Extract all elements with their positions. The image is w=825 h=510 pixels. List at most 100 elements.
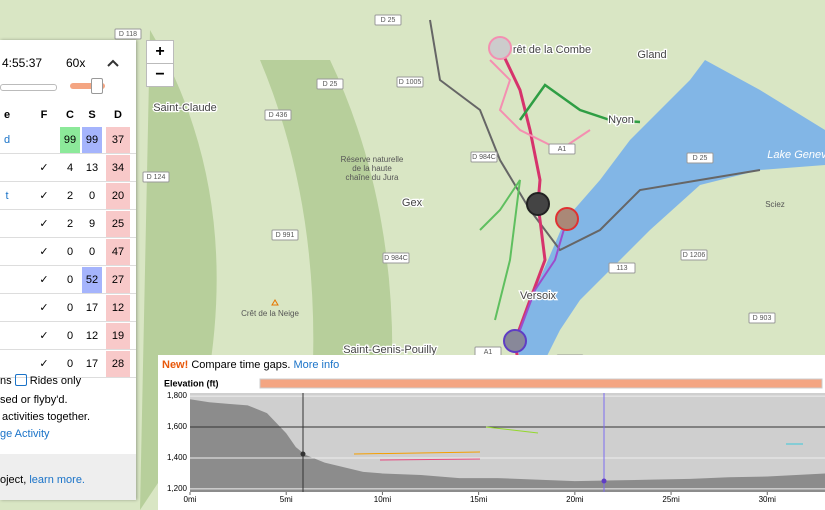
place-label: chaîne du Jura [346,173,399,182]
table-row: t ✓ 2 0 20 [0,183,136,210]
header-cell: S [88,109,96,121]
athlete-name [0,323,14,349]
road-shield [142,171,170,183]
header-cell: e [3,109,11,121]
zoom-in[interactable]: + [146,40,174,64]
avatar[interactable] [526,192,550,216]
road-label: D 984C [384,255,408,262]
option-label: Rides only [29,375,82,387]
cell: 34 [106,155,130,181]
range-slider[interactable] [259,378,823,389]
avatar[interactable] [503,329,527,353]
table-row: ✓ 0 12 19 [0,323,136,350]
table-row: ✓ 2 9 25 [0,211,136,238]
cell: ✓ [39,162,49,174]
place-label: rêt de la Combe [513,44,591,56]
place-label: Nyon [608,114,634,126]
place-label: Saint-Claude [153,102,217,114]
road-label: D 25 [693,155,708,162]
avatar[interactable] [555,207,579,231]
road-shield [548,143,576,155]
road-shield [271,229,299,241]
banner-text: Compare time gaps. [188,359,294,371]
place-label: Versoix [520,290,557,302]
table-row: ✓ 4 13 34 [0,155,136,182]
athlete-name: d [3,134,11,146]
road-shield [608,262,636,274]
cell: 0 [66,358,74,370]
footer-text: oject, [0,474,30,486]
athlete-name [0,155,14,181]
option: ns Rides only [0,374,81,387]
cell: 0 [66,330,74,342]
speed-slider[interactable] [70,83,105,89]
cell: 99 [60,127,80,153]
road-shield [686,152,714,164]
road-shield [374,14,402,26]
note: activities together. [2,411,91,423]
athlete-name [0,295,14,321]
route [519,218,568,331]
road-label: A1 [558,146,567,153]
avatar[interactable] [488,36,512,60]
elevation-panel: New! Compare time gaps. More info Elevat… [158,355,825,510]
cell: ✓ [39,274,49,286]
cell: 17 [85,302,99,314]
y-tick-label: 1,400 [167,453,188,462]
border [429,19,761,252]
athlete-name [0,239,14,265]
cell: 37 [106,127,130,153]
progress[interactable] [0,84,57,91]
checkbox[interactable] [14,374,27,386]
cell: 28 [106,351,130,377]
cell: ✓ [39,358,49,370]
cursor-dot [300,451,306,457]
table-row: ✓ 0 17 12 [0,295,136,322]
place-label: Sciez [765,200,785,209]
place-label: Lake Geneva [767,149,825,161]
cell: 99 [82,127,102,153]
cell: 4 [66,162,74,174]
x-tick-label: 0mi [184,495,197,504]
option-label: ns [0,375,12,387]
athlete-name: t [5,190,9,202]
route [518,83,641,124]
road-label: D 1005 [399,79,422,86]
road-shield [470,151,498,163]
zoom-out[interactable]: − [146,63,174,87]
road-label: D 25 [323,81,338,88]
athlete-name [0,267,14,293]
road-shield [396,76,424,88]
road-label: D 984C [472,154,496,161]
table-row: ✓ 0 17 28 [0,351,136,378]
header-cell: F [40,109,48,121]
elevation-area [190,399,825,492]
table-row: ✓ 0 52 27 [0,267,136,294]
place-label: Crêt de la Neige [241,309,299,318]
footer: oject, learn more. [0,454,136,500]
note: sed or flyby'd. [0,394,68,406]
collapse[interactable] [106,58,120,68]
banner-link[interactable]: More info [293,359,340,371]
slider-handle[interactable] [91,78,103,94]
footer-link[interactable]: learn more. [29,474,85,486]
header-cell: D [114,109,122,121]
table-row: ✓ 0 0 47 [0,239,136,266]
cursor-dot [601,478,607,484]
x-tick-label: 10mi [374,495,392,504]
road-label: D 124 [147,174,166,181]
cell: 0 [88,190,96,202]
athlete-trace [379,458,481,461]
athlete-name [0,211,14,237]
x-tick-label: 15mi [470,495,488,504]
link[interactable]: ge Activity [0,428,50,440]
cell: 2 [66,218,74,230]
cell: ✓ [39,302,49,314]
road-shield [748,312,776,324]
cell: ✓ [39,218,49,230]
cell: 12 [106,295,130,321]
route [479,179,521,321]
cell: 0 [88,246,96,258]
